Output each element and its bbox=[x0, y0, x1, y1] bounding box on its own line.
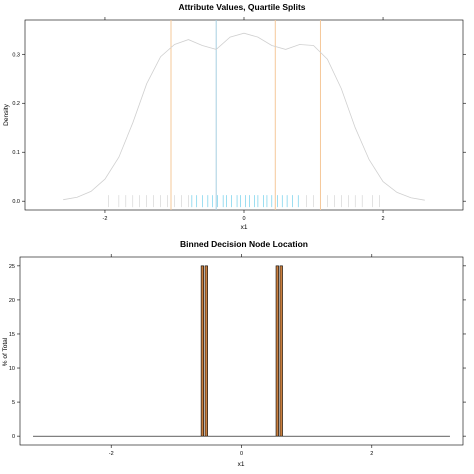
histogram-y-axis-label: % of Total bbox=[2, 337, 9, 366]
density-marks bbox=[63, 20, 425, 210]
y-tick-label: 0.2 bbox=[12, 101, 20, 107]
histogram-y-ticks: 0 5 10 15 20 25 bbox=[9, 264, 466, 440]
histogram-bar bbox=[279, 265, 283, 437]
histogram-bar bbox=[275, 265, 279, 437]
y-tick-label: 0.1 bbox=[12, 150, 20, 156]
y-tick-label: 5 bbox=[12, 400, 15, 406]
density-y-axis-label: Density bbox=[3, 103, 10, 125]
y-tick-label: 10 bbox=[9, 366, 15, 372]
histogram-x-ticks: -2 0 2 bbox=[109, 254, 373, 457]
x-tick-label: 0 bbox=[242, 216, 245, 222]
x-tick-label: 2 bbox=[370, 451, 373, 457]
y-tick-label: 20 bbox=[9, 298, 15, 304]
histogram-plot-frame bbox=[19, 256, 464, 446]
y-tick-label: 25 bbox=[9, 264, 15, 270]
x-tick-label: 0 bbox=[240, 451, 243, 457]
x-tick-label: 2 bbox=[382, 216, 385, 222]
y-tick-label: 0.3 bbox=[12, 52, 20, 58]
x-tick-label: -2 bbox=[103, 216, 108, 222]
density-title: Attribute Values, Quartile Splits bbox=[178, 2, 305, 12]
y-tick-label: 0.0 bbox=[12, 199, 20, 205]
density-curve bbox=[63, 32, 425, 201]
histogram-panel: Binned Decision Node Location -2 0 2 0 5 10 1… bbox=[2, 239, 466, 468]
histogram-bar bbox=[200, 265, 205, 437]
density-plot-frame bbox=[24, 19, 464, 211]
y-tick-label: 0 bbox=[12, 434, 15, 440]
histogram-x-axis-label: x1 bbox=[238, 461, 245, 468]
x-tick-label: -2 bbox=[109, 451, 114, 457]
density-y-ticks: 0.0 0.1 0.2 0.3 bbox=[12, 52, 466, 205]
density-x-axis-label: x1 bbox=[241, 224, 248, 231]
histogram-title: Binned Decision Node Location bbox=[180, 239, 308, 249]
density-panel: Attribute Values, Quartile Splits -2 0 2 0… bbox=[3, 2, 466, 231]
histogram-marks bbox=[33, 265, 450, 437]
density-x-ticks: -2 0 2 bbox=[103, 17, 385, 222]
histogram-bar bbox=[204, 265, 208, 437]
y-tick-label: 15 bbox=[9, 332, 15, 338]
